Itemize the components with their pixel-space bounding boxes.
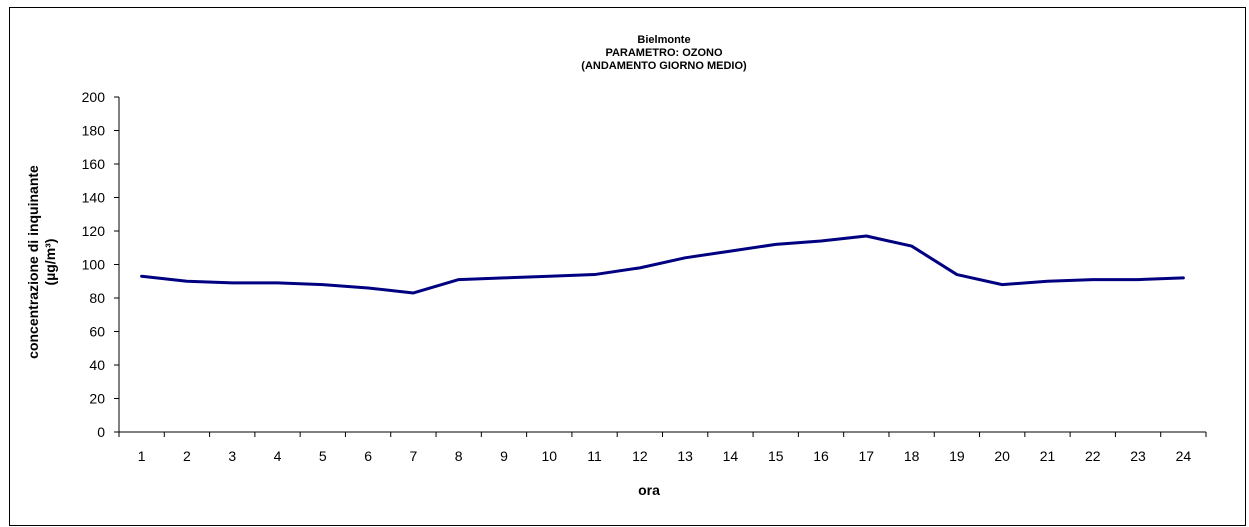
- x-tick-label: 8: [455, 448, 463, 464]
- y-tick-label: 20: [89, 391, 105, 407]
- x-tick-label: 10: [541, 448, 557, 464]
- x-tick-label: 4: [274, 448, 282, 464]
- x-tick-label: 19: [949, 448, 965, 464]
- y-tick-label: 180: [82, 123, 106, 139]
- x-tick-label: 2: [183, 448, 191, 464]
- x-tick-label: 23: [1130, 448, 1146, 464]
- y-tick-label: 0: [97, 424, 105, 440]
- data-series: [140, 234, 1185, 295]
- x-tick-label: 17: [859, 448, 875, 464]
- chart-subtitle-line: (ANDAMENTO GIORNO MEDIO): [581, 60, 747, 72]
- x-tick-label: 15: [768, 448, 784, 464]
- y-axis-label-line: (µg/m³): [42, 239, 58, 286]
- y-tick-label: 60: [89, 324, 105, 340]
- y-tick-label: 80: [89, 290, 105, 306]
- y-axis-label: concentrazione di inquinante (µg/m³): [25, 165, 58, 359]
- x-axis-ticks: 1 2 3 4 5 6 7 8 9 10 11 12 13 14 15 16 17 18 19 20 21 22 23 24: [118, 432, 1207, 464]
- x-tick-label: 24: [1176, 448, 1192, 464]
- y-tick-label: 120: [82, 223, 106, 239]
- y-tick-label: 200: [82, 89, 106, 105]
- x-tick-label: 5: [319, 448, 327, 464]
- x-tick-label: 16: [813, 448, 829, 464]
- x-tick-label: 14: [723, 448, 739, 464]
- x-axis-label: ora: [638, 482, 660, 498]
- x-tick-label: 7: [409, 448, 417, 464]
- y-tick-label: 40: [89, 357, 105, 373]
- x-tick-label: 12: [632, 448, 648, 464]
- chart-title-line: Bielmonte: [637, 34, 690, 46]
- y-tick-label: 160: [82, 156, 106, 172]
- x-tick-label: 11: [587, 448, 602, 464]
- y-axis-label-line: concentrazione di inquinante: [25, 165, 41, 359]
- x-tick-label: 13: [677, 448, 693, 464]
- x-tick-label: 1: [138, 448, 146, 464]
- y-tick-label: 100: [82, 257, 106, 273]
- series-line: [140, 234, 1185, 295]
- x-tick-label: 21: [1040, 448, 1056, 464]
- x-tick-label: 20: [994, 448, 1010, 464]
- x-tick-label: 6: [364, 448, 372, 464]
- x-tick-label: 22: [1085, 448, 1101, 464]
- chart-subtitle-line: PARAMETRO: OZONO: [605, 47, 723, 59]
- x-tick-label: 18: [904, 448, 920, 464]
- x-tick-label: 9: [500, 448, 508, 464]
- x-tick-label: 3: [228, 448, 236, 464]
- chart-title: Bielmonte PARAMETRO: OZONO (ANDAMENTO GI…: [581, 34, 747, 72]
- y-tick-label: 140: [82, 190, 106, 206]
- chart-frame: [9, 7, 1246, 526]
- y-axis-ticks: 0 20 40 60 80 100 120 140 160 180 200: [82, 89, 119, 440]
